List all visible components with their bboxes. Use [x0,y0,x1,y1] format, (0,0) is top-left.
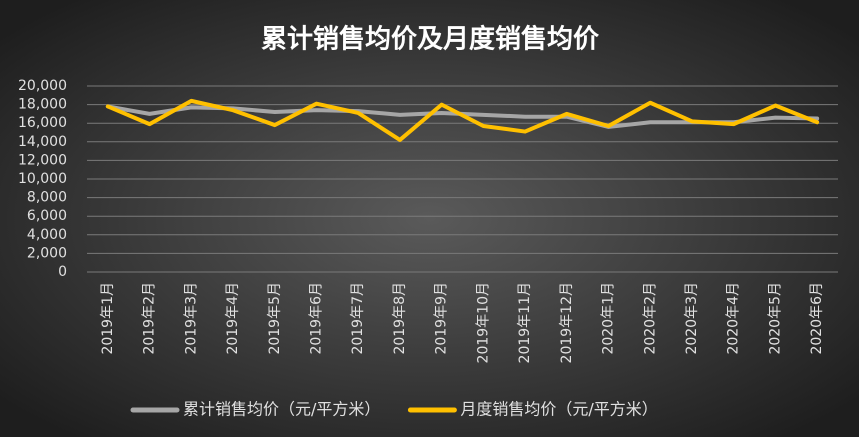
y-tick-label: 14,000 [18,134,67,150]
x-tick-label: 2019年11月 [517,282,533,363]
x-tick-label: 2019年4月 [225,282,241,355]
y-tick-label: 10,000 [18,171,67,187]
x-tick-label: 2019年3月 [183,282,199,355]
x-tick-label: 2019年1月 [100,282,116,355]
y-tick-label: 16,000 [18,115,67,131]
y-tick-label: 12,000 [18,152,67,168]
y-tick-label: 2,000 [27,245,67,261]
chart-title: 累计销售均价及月度销售均价 [261,24,600,55]
legend-label: 月度销售均价（元/平方米） [460,400,657,419]
x-tick-label: 2019年6月 [308,282,324,355]
x-tick-label: 2020年2月 [642,282,658,355]
y-tick-label: 4,000 [27,227,67,243]
y-tick-label: 18,000 [18,97,67,113]
series-line [105,98,820,142]
x-tick-label: 2020年4月 [726,282,742,355]
x-tick-label: 2019年8月 [392,282,408,355]
y-tick-label: 0 [58,264,67,280]
x-tick-label: 2020年6月 [809,282,825,355]
y-tick-label: 6,000 [27,208,67,224]
x-tick-label: 2019年2月 [142,282,158,355]
x-tick-label: 2020年1月 [601,282,617,355]
x-tick-label: 2019年7月 [350,282,366,355]
x-tick-label: 2019年9月 [434,282,450,355]
x-tick-label: 2020年3月 [684,282,700,355]
x-tick-label: 2019年12月 [559,282,575,363]
legend-label: 累计销售均价（元/平方米） [183,400,380,419]
x-tick-label: 2019年10月 [475,282,491,363]
y-tick-label: 20,000 [18,78,67,94]
x-tick-label: 2020年5月 [767,282,783,355]
y-tick-label: 8,000 [27,190,67,206]
x-tick-label: 2019年5月 [267,282,283,355]
